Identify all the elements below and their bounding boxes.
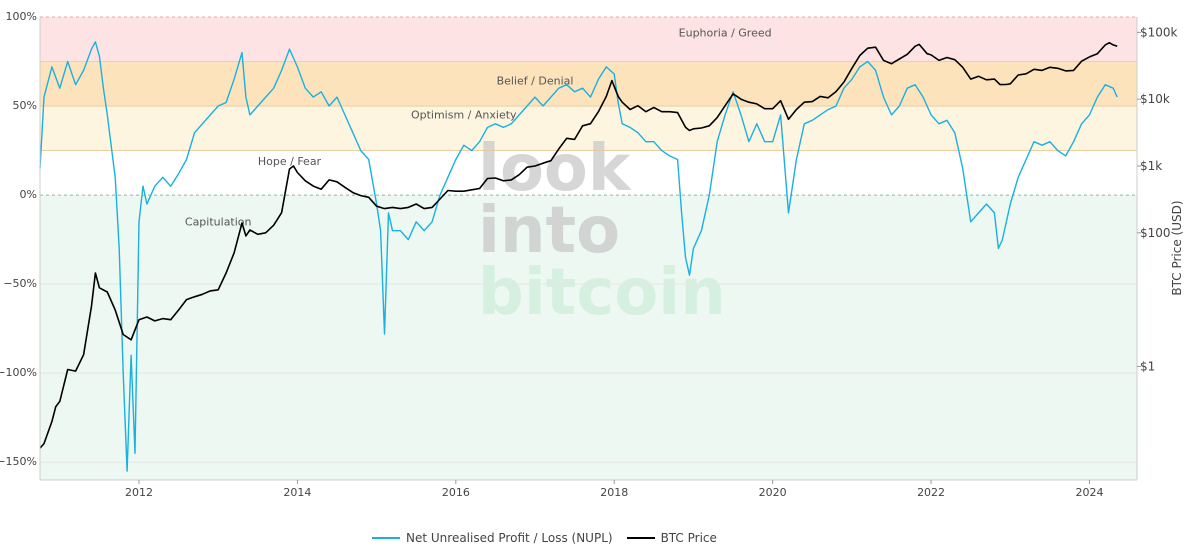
watermark-word-2: bitcoin (478, 256, 726, 330)
x-tick-label-5: 2022 (917, 486, 945, 499)
legend-swatch-btc-price (626, 537, 655, 539)
y-left-tick-label-2: 0% (20, 188, 37, 201)
zone-labels: Euphoria / Greed Belief / Denial Optimism … (185, 27, 772, 229)
y-right-tick-label-3: $100 (1140, 226, 1171, 240)
data-series (39, 41, 1118, 472)
zone-band-1 (40, 61, 1137, 107)
zone-band-2 (40, 106, 1137, 151)
zone-label-4: Capitulation (185, 215, 252, 228)
zone-label-0: Euphoria / Greed (679, 27, 772, 40)
legend: Net Unrealised Profit / Loss (NUPL) BTC … (372, 531, 717, 545)
y-right-tick-label-2: $1k (1140, 159, 1162, 173)
y-left-tick-label-0: 100% (6, 10, 37, 23)
zone-label-1: Belief / Denial (497, 75, 574, 88)
legend-swatch-nupl (372, 537, 400, 539)
x-tick-label-3: 2018 (600, 486, 628, 499)
y-right-tick-label-4: $1 (1140, 359, 1155, 373)
btc-price-line (39, 41, 1118, 449)
y-left-tick-label-4: −100% (0, 366, 37, 379)
y-right-tick-label-1: $10k (1140, 92, 1170, 106)
zone-band-3 (40, 150, 1137, 196)
nupl-line (39, 41, 1118, 472)
legend-label-btc-price: BTC Price (660, 531, 717, 545)
y-right-tick-label-0: $100k (1140, 25, 1178, 39)
zone-label-2: Optimism / Anxiety (411, 109, 517, 122)
legend-label-nupl: Net Unrealised Profit / Loss (NUPL) (406, 531, 613, 545)
zone-label-3: Hope / Fear (258, 155, 322, 168)
watermark-word-0: look (478, 132, 632, 206)
axes: 2012 2014 2016 2018 2020 2022 2024 100% 50% 0% −50… (0, 10, 1178, 499)
legend-item-btc-price[interactable]: BTC Price (626, 531, 717, 545)
zone-band-0 (40, 17, 1137, 62)
x-tick-label-6: 2024 (1075, 486, 1103, 499)
watermark-word-1: into (478, 194, 620, 268)
legend-item-nupl[interactable]: Net Unrealised Profit / Loss (NUPL) (372, 531, 613, 545)
right-axis-title: BTC Price (USD) (1170, 200, 1184, 295)
y-left-tick-label-1: 50% (13, 99, 37, 112)
y-left-tick-label-5: −150% (0, 455, 37, 468)
gridlines (40, 16, 1137, 463)
x-tick-label-2: 2016 (442, 486, 470, 499)
x-tick-label-0: 2012 (125, 486, 153, 499)
zone-band-4 (40, 195, 1137, 481)
x-tick-label-4: 2020 (759, 486, 787, 499)
x-tick-label-1: 2014 (283, 486, 311, 499)
sentiment-zones (40, 17, 1137, 481)
y-left-tick-label-3: −50% (3, 277, 37, 290)
